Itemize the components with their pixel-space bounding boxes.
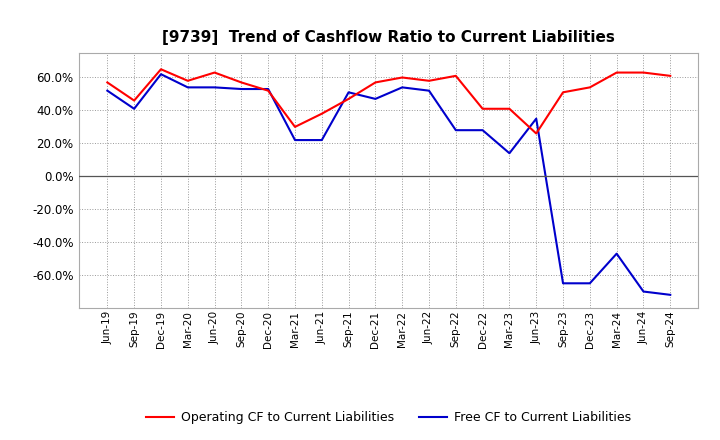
- Operating CF to Current Liabilities: [237, 80, 246, 85]
- Free CF to Current Liabilities: [130, 106, 138, 111]
- Operating CF to Current Liabilities: [559, 90, 567, 95]
- Operating CF to Current Liabilities: [425, 78, 433, 84]
- Operating CF to Current Liabilities: [532, 131, 541, 136]
- Free CF to Current Liabilities: [184, 85, 192, 90]
- Operating CF to Current Liabilities: [398, 75, 407, 80]
- Operating CF to Current Liabilities: [318, 111, 326, 116]
- Operating CF to Current Liabilities: [291, 124, 300, 129]
- Operating CF to Current Liabilities: [210, 70, 219, 75]
- Operating CF to Current Liabilities: [585, 85, 594, 90]
- Title: [9739]  Trend of Cashflow Ratio to Current Liabilities: [9739] Trend of Cashflow Ratio to Curren…: [163, 29, 615, 45]
- Free CF to Current Liabilities: [210, 85, 219, 90]
- Free CF to Current Liabilities: [666, 292, 675, 297]
- Operating CF to Current Liabilities: [639, 70, 648, 75]
- Free CF to Current Liabilities: [451, 128, 460, 133]
- Free CF to Current Liabilities: [425, 88, 433, 93]
- Free CF to Current Liabilities: [398, 85, 407, 90]
- Free CF to Current Liabilities: [371, 96, 379, 102]
- Free CF to Current Liabilities: [264, 86, 272, 92]
- Operating CF to Current Liabilities: [451, 73, 460, 78]
- Free CF to Current Liabilities: [237, 86, 246, 92]
- Free CF to Current Liabilities: [639, 289, 648, 294]
- Operating CF to Current Liabilities: [344, 96, 353, 102]
- Free CF to Current Liabilities: [478, 128, 487, 133]
- Free CF to Current Liabilities: [559, 281, 567, 286]
- Operating CF to Current Liabilities: [157, 66, 166, 72]
- Free CF to Current Liabilities: [291, 137, 300, 143]
- Line: Free CF to Current Liabilities: Free CF to Current Liabilities: [107, 74, 670, 295]
- Free CF to Current Liabilities: [344, 90, 353, 95]
- Operating CF to Current Liabilities: [130, 98, 138, 103]
- Operating CF to Current Liabilities: [612, 70, 621, 75]
- Legend: Operating CF to Current Liabilities, Free CF to Current Liabilities: Operating CF to Current Liabilities, Fre…: [141, 406, 636, 429]
- Free CF to Current Liabilities: [103, 88, 112, 93]
- Free CF to Current Liabilities: [318, 137, 326, 143]
- Operating CF to Current Liabilities: [184, 78, 192, 84]
- Free CF to Current Liabilities: [585, 281, 594, 286]
- Line: Operating CF to Current Liabilities: Operating CF to Current Liabilities: [107, 69, 670, 133]
- Operating CF to Current Liabilities: [371, 80, 379, 85]
- Free CF to Current Liabilities: [505, 150, 514, 156]
- Operating CF to Current Liabilities: [478, 106, 487, 111]
- Free CF to Current Liabilities: [157, 72, 166, 77]
- Operating CF to Current Liabilities: [103, 80, 112, 85]
- Free CF to Current Liabilities: [612, 251, 621, 257]
- Operating CF to Current Liabilities: [505, 106, 514, 111]
- Free CF to Current Liabilities: [532, 116, 541, 121]
- Operating CF to Current Liabilities: [666, 73, 675, 78]
- Operating CF to Current Liabilities: [264, 88, 272, 93]
